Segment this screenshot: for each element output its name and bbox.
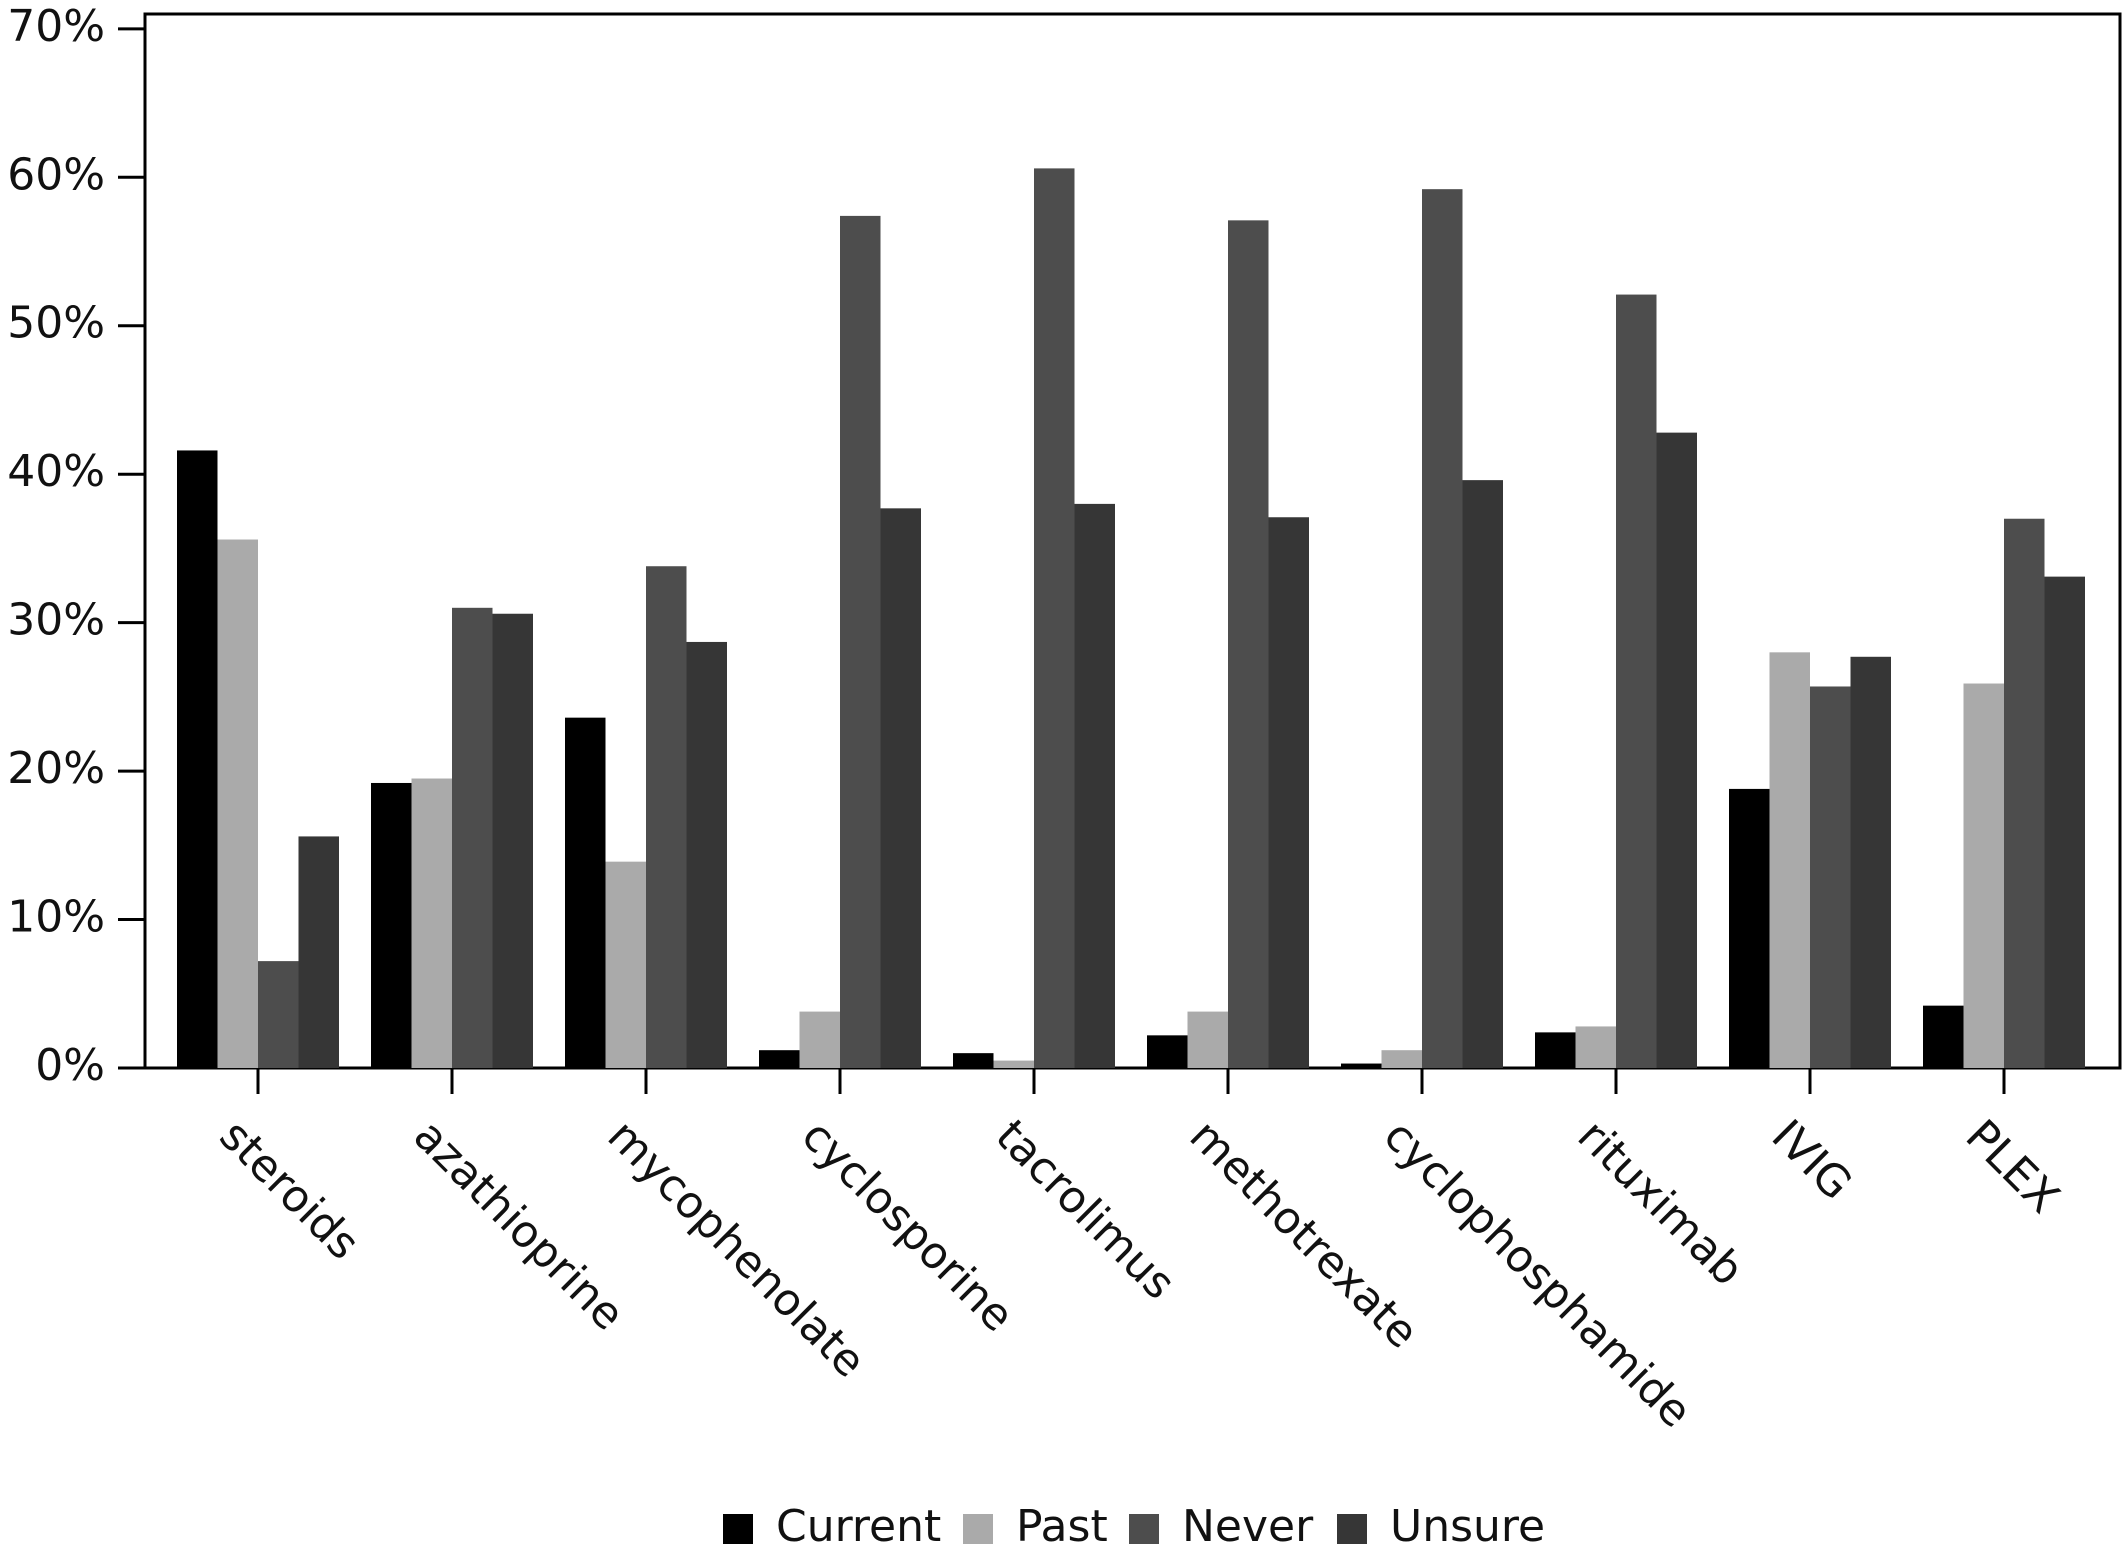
bar [1535, 1032, 1576, 1068]
bar [1769, 652, 1810, 1068]
bar [686, 641, 727, 1068]
x-tick-label: steroids [210, 1110, 369, 1269]
x-tick-label: tacrolimus [986, 1110, 1185, 1309]
bar [1850, 656, 1891, 1068]
bar [1656, 432, 1697, 1068]
legend-label: Unsure [1390, 1501, 1545, 1552]
bar [880, 508, 921, 1069]
bar [2044, 576, 2085, 1068]
bar [1575, 1026, 1616, 1068]
legend-label: Past [1016, 1501, 1108, 1552]
y-tick-label: 50% [7, 298, 105, 349]
bar [1268, 517, 1309, 1068]
bar [1616, 294, 1657, 1068]
bar [1228, 220, 1269, 1068]
bar [646, 566, 687, 1068]
x-tick-label: rituximab [1568, 1110, 1754, 1296]
bar [492, 613, 533, 1068]
y-tick-label: 20% [7, 743, 105, 794]
bar [298, 836, 339, 1068]
y-tick-label: 40% [7, 446, 105, 497]
bar [217, 539, 258, 1068]
bar [1074, 503, 1115, 1068]
y-tick-label: 0% [35, 1040, 105, 1091]
legend-swatch [1129, 1514, 1159, 1544]
y-tick-label: 10% [7, 892, 105, 943]
bar [371, 782, 412, 1068]
bar [1422, 189, 1463, 1069]
bar [1810, 686, 1851, 1068]
bar [1729, 788, 1770, 1068]
bar [1341, 1063, 1382, 1068]
legend-swatch [1337, 1514, 1367, 1544]
bar [1187, 1011, 1228, 1068]
bar [759, 1050, 800, 1068]
bar [993, 1060, 1034, 1068]
bar [565, 717, 606, 1068]
bar [258, 961, 299, 1068]
x-tick-label: IVIG [1762, 1110, 1862, 1210]
bar [1462, 480, 1503, 1068]
legend-label: Current [776, 1501, 941, 1552]
bar [1147, 1035, 1188, 1068]
y-tick-label: 60% [7, 149, 105, 200]
legend-swatch [723, 1514, 753, 1544]
y-tick-label: 30% [7, 595, 105, 646]
y-tick-label: 70% [7, 1, 105, 52]
bar [411, 778, 452, 1068]
bar [1923, 1005, 1964, 1068]
bar [2004, 518, 2045, 1068]
bar [1034, 168, 1075, 1068]
plot-frame [143, 12, 2122, 1070]
legend-label: Never [1182, 1501, 1314, 1552]
bar [452, 607, 493, 1068]
bar [1381, 1050, 1422, 1068]
bar [953, 1053, 994, 1068]
bar [605, 861, 646, 1068]
bar [177, 450, 218, 1068]
bar [799, 1011, 840, 1068]
x-tick-label: PLEX [1956, 1110, 2069, 1223]
legend-swatch [963, 1514, 993, 1544]
bar [1963, 683, 2004, 1068]
bar [840, 215, 881, 1069]
